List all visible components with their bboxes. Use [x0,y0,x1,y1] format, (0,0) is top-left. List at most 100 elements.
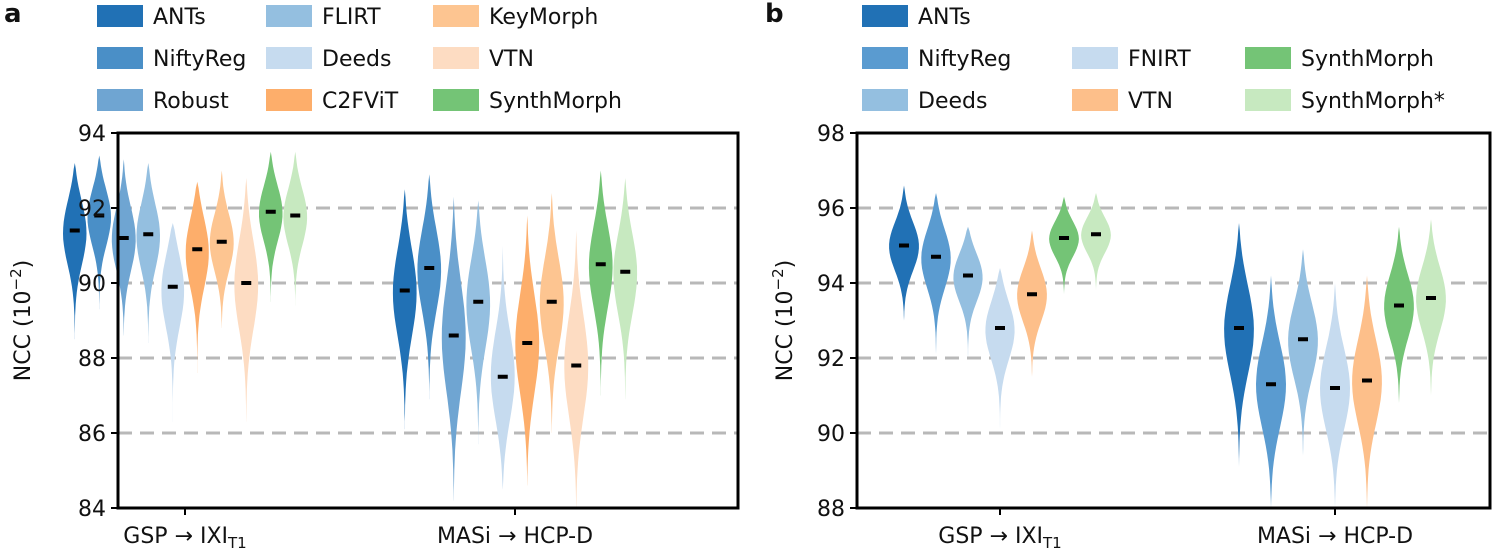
y-axis-label: NCC (10−2) [769,260,798,381]
legend-swatch [862,89,908,111]
violin-synthmorph- [1416,219,1446,396]
median-marker [290,213,301,218]
violin-vtn [234,178,259,422]
median-marker [143,232,154,237]
median-marker [1234,326,1244,330]
violin-fnirt [1320,283,1350,508]
legend-swatch [97,89,143,111]
y-tick-label: 90 [78,272,106,297]
violin-flirt [136,163,160,343]
violin-fnirt [985,268,1015,430]
median-marker [571,363,582,368]
panel-letter-a: a [4,0,22,29]
median-marker [1426,296,1436,300]
legend-label: SynthMorph [1301,47,1434,72]
y-axis-label: NCC (10−2) [7,260,36,381]
legend-swatch [266,5,312,27]
median-marker [995,326,1005,330]
plot-frame [855,131,1492,510]
legend-label: SynthMorph [489,89,622,114]
violin-ants [63,163,87,340]
median-marker [1330,386,1340,390]
plot-frame [116,131,740,510]
legend-label: Deeds [322,47,391,72]
violin-niftyreg [921,193,951,355]
x-tick-label: GSP → IXIT1 [123,524,246,552]
violin-vtn [1017,230,1047,377]
legend-label: Deeds [918,89,987,114]
legend-label: ANTs [153,5,206,30]
violin-robust [441,196,466,501]
median-marker [94,213,105,218]
violin-deeds [953,226,983,358]
y-tick-label: 84 [78,497,106,522]
median-marker [963,273,973,278]
y-tick-label: 88 [78,347,106,372]
violin-c2fvit [185,181,209,373]
violin-flirt [466,200,491,445]
violin-keymorph [209,170,234,328]
legend-swatch [266,47,312,69]
legend-swatch [433,47,479,69]
y-tick-label: 88 [817,497,845,522]
legend-label: Robust [153,89,229,114]
y-tick-label: 98 [817,122,845,147]
legend-swatch [862,5,908,27]
median-marker [497,374,508,379]
y-tick-label: 90 [817,422,845,447]
legend-label: C2FViT [322,89,399,114]
y-tick-label: 92 [78,197,106,222]
legend-swatch [433,5,479,27]
legend-label: FNIRT [1128,47,1191,72]
y-tick-label: 92 [817,347,845,372]
median-marker [1027,292,1037,297]
violin-robust [111,159,136,336]
y-tick-label: 86 [78,422,106,447]
legend-swatch [1072,89,1118,111]
violin-deeds [1288,249,1318,456]
legend-label: FLIRT [322,5,381,30]
y-tick-label: 94 [817,272,845,297]
median-marker [448,333,459,338]
legend-swatch [433,89,479,111]
median-marker [1091,232,1101,237]
median-marker [216,239,227,244]
violin-vtn [564,230,589,508]
violin-synthmorph [259,151,283,302]
violin-synthmorph-light- [283,151,308,306]
legend-label: KeyMorph [489,5,598,30]
median-marker [192,247,203,252]
median-marker [265,209,276,214]
x-tick-label: MASi → HCP-D [1257,524,1413,549]
legend-swatch [1072,47,1118,69]
median-marker [424,266,435,270]
median-marker [1298,337,1308,342]
violin-vtn [1352,275,1382,508]
median-marker [167,284,178,289]
median-marker [522,341,533,345]
violin-ants [1224,223,1254,467]
violin-niftyreg [87,155,111,310]
legend-label: VTN [489,47,534,72]
legend-swatch [97,5,143,27]
median-marker [118,236,129,240]
panel-letter-b: b [765,0,784,29]
violin-synthmorph [1049,196,1079,295]
violin-deeds [490,245,515,490]
violin-synthmorph [1384,226,1414,403]
median-marker [1362,378,1372,383]
violin-deeds [161,223,185,422]
x-tick-label: MASi → HCP-D [437,524,593,549]
legend-label: SynthMorph* [1301,89,1445,114]
y-tick-label: 94 [78,122,106,147]
median-marker [241,281,252,285]
violin-keymorph [539,193,564,433]
median-marker [595,262,606,267]
legend-label: VTN [1128,89,1173,114]
median-marker [899,243,909,248]
violin-ants [889,185,919,321]
x-tick-label: GSP → IXIT1 [938,524,1061,552]
median-marker [399,288,410,293]
violin-c2fvit [515,215,540,486]
